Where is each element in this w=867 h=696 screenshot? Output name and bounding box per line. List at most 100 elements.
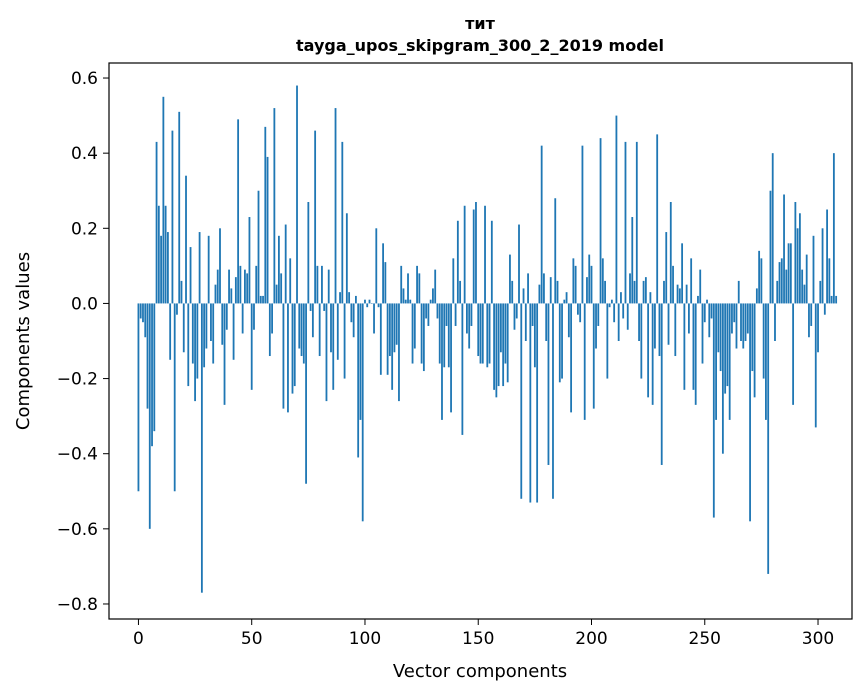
- x-tick-label: 50: [241, 629, 263, 649]
- bar: [753, 303, 756, 398]
- bar: [368, 299, 371, 304]
- bar: [654, 303, 656, 349]
- bar: [690, 258, 693, 304]
- bar: [531, 303, 534, 326]
- bar: [142, 303, 144, 323]
- bar: [447, 303, 450, 368]
- bar: [268, 303, 271, 357]
- bar: [203, 303, 206, 368]
- bar: [644, 277, 647, 304]
- x-tick-label: 250: [689, 629, 721, 649]
- bar: [155, 141, 158, 304]
- bar: [248, 217, 251, 304]
- bar: [348, 292, 351, 304]
- bar: [418, 273, 421, 304]
- bar: [617, 303, 620, 341]
- bar: [660, 303, 663, 465]
- bar: [196, 303, 199, 379]
- bar: [717, 303, 720, 353]
- bar: [355, 295, 357, 304]
- bar: [148, 303, 151, 529]
- bar: [176, 303, 178, 315]
- bar: [139, 303, 142, 319]
- bar: [620, 292, 622, 304]
- bar: [452, 258, 455, 304]
- bar: [633, 280, 636, 304]
- bar: [386, 303, 389, 375]
- bar: [504, 303, 507, 364]
- bar: [296, 85, 298, 304]
- bar: [712, 303, 715, 518]
- bar: [191, 303, 194, 364]
- bar: [495, 303, 498, 398]
- bar: [373, 303, 375, 334]
- bar: [343, 303, 346, 379]
- bar: [345, 213, 348, 304]
- bar: [250, 303, 253, 390]
- plot-frame: [108, 62, 853, 620]
- bar: [173, 303, 176, 492]
- bar: [828, 258, 831, 304]
- bar: [366, 303, 369, 308]
- bar: [164, 205, 167, 304]
- bar: [429, 299, 432, 304]
- bar: [710, 303, 713, 319]
- bar: [590, 265, 593, 304]
- bar: [198, 232, 201, 304]
- bar: [273, 108, 276, 304]
- bar: [533, 303, 536, 368]
- bar: [601, 258, 604, 304]
- bar: [574, 265, 577, 304]
- bar: [719, 303, 722, 372]
- bar: [599, 138, 602, 304]
- bar: [210, 303, 212, 341]
- bar: [350, 303, 353, 323]
- bar: [626, 303, 629, 330]
- bar: [769, 190, 772, 304]
- bar: [715, 303, 717, 420]
- bar: [216, 269, 219, 304]
- bar: [581, 145, 584, 304]
- bar: [658, 303, 661, 357]
- bar: [762, 303, 765, 379]
- bar: [515, 303, 518, 319]
- bar: [291, 303, 294, 394]
- bar: [225, 303, 228, 330]
- bar: [778, 262, 781, 304]
- bar: [359, 303, 362, 420]
- bar: [456, 220, 459, 304]
- y-axis-label: Components values: [13, 252, 34, 430]
- bar: [375, 228, 378, 304]
- bar: [364, 299, 366, 304]
- y-tick-label: 0.2: [71, 219, 98, 239]
- bar: [255, 265, 258, 304]
- bar: [137, 303, 140, 492]
- bar: [330, 303, 332, 353]
- bar: [674, 303, 677, 357]
- bar: [293, 303, 296, 387]
- bar: [388, 303, 391, 357]
- bar: [669, 202, 672, 304]
- bar: [606, 303, 609, 379]
- bar: [162, 96, 165, 304]
- bar: [765, 303, 767, 420]
- bar: [341, 141, 344, 304]
- bar: [561, 303, 563, 379]
- bar: [737, 280, 740, 304]
- bar: [228, 269, 230, 304]
- bar: [592, 303, 595, 409]
- bar: [735, 303, 738, 349]
- bar: [234, 277, 237, 304]
- bar: [543, 273, 545, 304]
- bar: [246, 273, 249, 304]
- bar: [760, 258, 763, 304]
- y-axis-ticks: 0.6 0.4 0.2 0.0 −0.2 −0.4 −0.6 −0.8: [57, 69, 109, 615]
- bar: [588, 254, 591, 304]
- bar: [640, 303, 643, 379]
- bar: [540, 145, 543, 304]
- bar: [393, 303, 396, 353]
- x-tick-label: 150: [462, 629, 494, 649]
- bar: [219, 228, 221, 304]
- bar: [817, 303, 819, 353]
- bar: [787, 243, 790, 304]
